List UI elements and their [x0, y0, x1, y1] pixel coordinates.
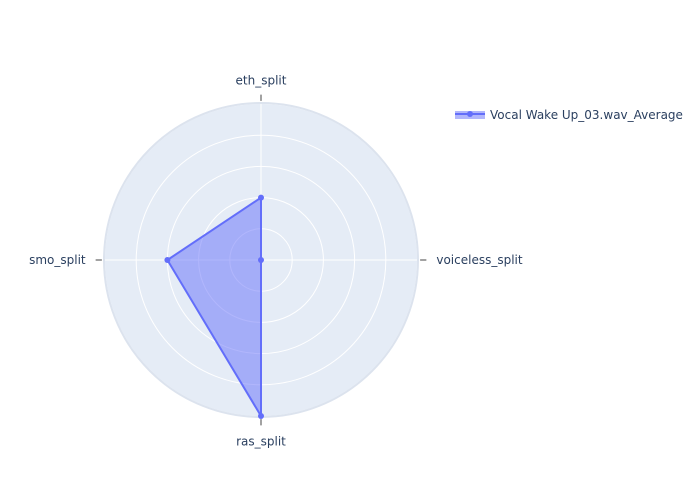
axis-label-eth_split: eth_split	[236, 74, 287, 88]
axis-label-ras_split: ras_split	[236, 434, 286, 448]
axis-label-voiceless_split: voiceless_split	[436, 253, 523, 267]
data-point-voiceless_split[interactable]	[258, 257, 264, 263]
series-layer	[164, 194, 264, 419]
legend-swatch-marker	[467, 111, 473, 117]
legend-label-series-0: Vocal Wake Up_03.wav_Average	[490, 108, 683, 122]
data-point-eth_split[interactable]	[258, 194, 264, 201]
data-point-ras_split[interactable]	[258, 413, 264, 419]
legend[interactable]: Vocal Wake Up_03.wav_Average	[455, 108, 683, 122]
data-point-smo_split[interactable]	[164, 257, 171, 263]
axis-label-smo_split: smo_split	[29, 253, 86, 267]
axis-labels: voiceless_split eth_split smo_split ras_spl…	[29, 74, 523, 449]
axis-ticks	[95, 94, 427, 426]
